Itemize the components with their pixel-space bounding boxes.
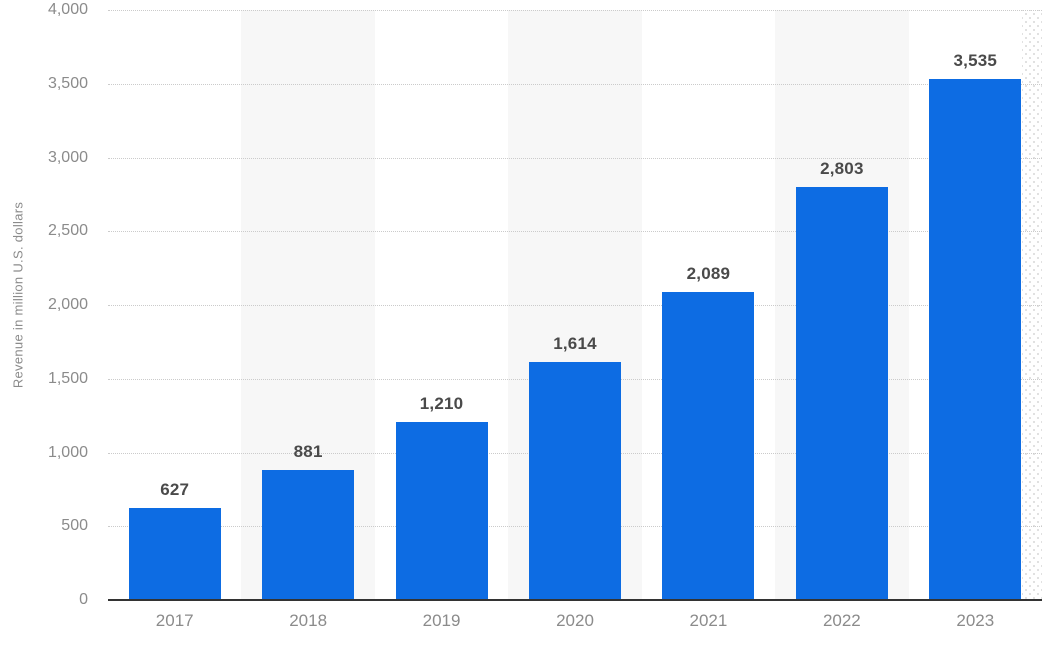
x-axis-tick-label: 2022 bbox=[822, 611, 861, 630]
revenue-bar[interactable] bbox=[262, 470, 355, 600]
revenue-bar[interactable] bbox=[529, 361, 621, 600]
gridline bbox=[108, 83, 1042, 85]
y-axis-tick-label: 2,500 bbox=[47, 222, 88, 240]
x-axis-tick-label: 2018 bbox=[289, 611, 328, 630]
revenue-bar[interactable] bbox=[128, 507, 221, 600]
bar-value-label: 2,803 bbox=[820, 158, 864, 178]
x-axis-tick-label: 2019 bbox=[422, 611, 461, 630]
bar-value-label: 627 bbox=[160, 479, 190, 499]
bar-value-label: 881 bbox=[293, 442, 323, 462]
x-axis-tick-label: 2020 bbox=[556, 611, 594, 630]
y-axis-tick-label: 0 bbox=[79, 591, 88, 608]
gridline bbox=[108, 157, 1042, 159]
x-axis-tick-label: 2021 bbox=[689, 611, 728, 630]
bar-value-label: 3,535 bbox=[953, 50, 998, 70]
bar-value-label: 1,210 bbox=[419, 393, 464, 413]
y-axis-tick-label: 500 bbox=[61, 517, 88, 535]
revenue-bar[interactable] bbox=[662, 291, 755, 600]
gridline bbox=[108, 10, 1042, 11]
revenue-bar[interactable] bbox=[795, 186, 888, 600]
y-axis-tick-label: 1,000 bbox=[47, 443, 88, 461]
gridline bbox=[108, 231, 1042, 233]
revenue-bar[interactable] bbox=[395, 421, 488, 600]
bar-value-label: 2,089 bbox=[686, 263, 731, 283]
x-axis-tick-label: 2023 bbox=[956, 611, 995, 630]
gridline bbox=[108, 305, 1042, 306]
revenue-bar[interactable] bbox=[929, 78, 1022, 600]
y-axis-tick-label: 2,000 bbox=[47, 296, 88, 313]
y-axis-tick-label: 1,500 bbox=[47, 369, 88, 387]
x-axis-line bbox=[108, 599, 1042, 601]
y-axis-tick-label: 3,000 bbox=[47, 148, 88, 166]
bar-value-label: 1,614 bbox=[553, 333, 597, 353]
plot-area: 627 881 1,210 1,614 2,089 2,803 3,535 bbox=[108, 10, 1042, 601]
x-axis-tick-label: 2017 bbox=[155, 611, 194, 630]
y-axis-tick-label: 3,500 bbox=[47, 74, 88, 92]
y-axis-tick-label: 4,000 bbox=[47, 1, 88, 18]
